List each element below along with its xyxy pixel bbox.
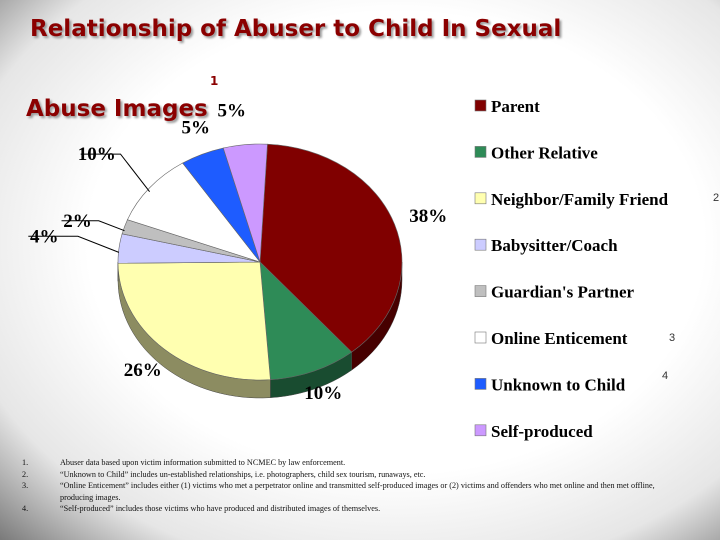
pie-slice-online-enticement	[127, 162, 261, 263]
legend-label-neighbor-family-friend: Neighbor/Family Friend	[491, 190, 669, 209]
legend-label-parent: Parent	[491, 97, 540, 116]
leader-line-online-enticement	[80, 153, 150, 193]
footnote-3: 3. “Online Enticement” includes either (1…	[22, 481, 655, 502]
pie-slice-neighbor-family-friend	[117, 261, 271, 381]
legend-swatch-other-relative	[474, 146, 487, 158]
percent-labels: 38% 10% 26% 4%2% 10% 5% 5%	[30, 100, 447, 404]
footnote-marker-2: 2	[713, 192, 720, 204]
pie-slice-parent	[259, 143, 403, 353]
legend-label-guardian-s-partner: Guardian's Partner	[491, 283, 635, 302]
footnote-marker-4: 4	[662, 370, 669, 382]
percent-label-unknown-to-child: 5%	[182, 118, 211, 139]
legend-label-unknown-to-child: Unknown to Child	[491, 375, 626, 394]
footnote-marker-3: 3	[669, 332, 676, 344]
pie-slice-other-relative	[259, 261, 353, 380]
footnote-1: 1. Abuser data based upon victim informat…	[22, 458, 346, 467]
percent-label-neighbor-family-friend: 26%	[124, 360, 162, 381]
leader-line-babysitter-coach	[28, 235, 120, 253]
legend-label-babysitter-coach: Babysitter/Coach	[491, 236, 618, 255]
percent-label-self-produced: 5%	[218, 100, 247, 121]
title-footnote-marker: 1	[210, 74, 219, 88]
footnotes: 1. Abuser data based upon victim informat…	[22, 457, 682, 515]
percent-label-other-relative: 10%	[304, 383, 342, 404]
pie-slice-self-produced	[222, 143, 268, 263]
percent-label-guardian-s-partner: 2%	[63, 211, 92, 232]
percent-label-online-enticement: 10%	[78, 144, 116, 165]
pie	[117, 143, 403, 399]
footnote-4: 4. “Self-produced” includes those victims…	[22, 504, 381, 514]
slide-title-line2: Abuse Images	[26, 96, 208, 122]
legend-label-other-relative: Other Relative	[491, 143, 598, 162]
leader-line-guardian-s-partner	[61, 220, 125, 232]
slide-title-line1: Relationship of Abuser to Child In Sexua…	[30, 16, 562, 42]
legend-swatch-unknown-to-child	[474, 378, 487, 390]
legend-swatch-parent	[474, 99, 487, 112]
percent-label-babysitter-coach: 4%	[30, 226, 59, 247]
legend-swatch-babysitter-coach	[474, 238, 487, 251]
legend-swatch-neighbor-family-friend	[474, 192, 487, 205]
legend-swatch-guardian-s-partner	[474, 285, 487, 297]
footnote-2: 2. “Unknown to Child” includes un-establi…	[22, 469, 426, 479]
legend-label-online-enticement: Online Enticement	[491, 329, 628, 348]
legend-swatch-self-produced	[474, 424, 487, 437]
leader-lines	[28, 153, 150, 253]
legend: Parent Other Relative Neighbor/Family Frie…	[474, 97, 669, 441]
pie-chart: 38% 10% 26% 4%2% 10% 5% 5% Parent Other Relativ…	[28, 97, 669, 441]
legend-label-self-produced: Self-produced	[491, 422, 593, 441]
legend-swatch-online-enticement	[474, 331, 487, 344]
percent-label-parent: 38%	[409, 206, 447, 227]
pie-top-faces	[117, 143, 403, 381]
